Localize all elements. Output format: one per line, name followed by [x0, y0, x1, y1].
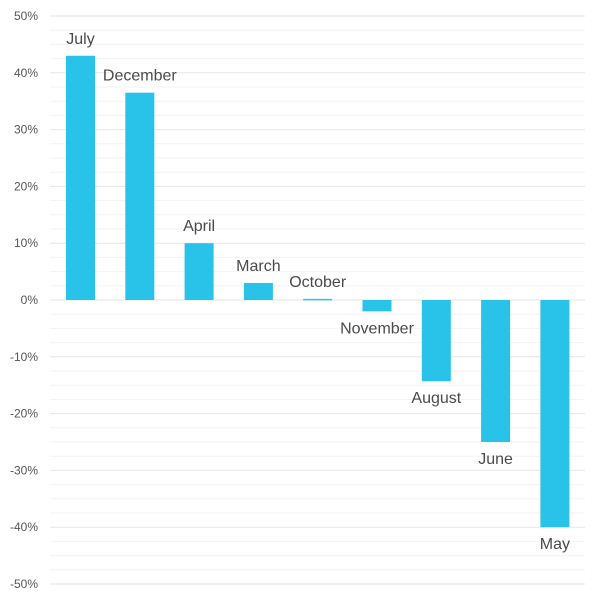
y-tick-label: 0% [21, 293, 39, 307]
bar-march [243, 282, 273, 300]
y-tick-label: 50% [14, 9, 38, 23]
bar-label-november: November [340, 320, 414, 337]
bar-october [303, 298, 333, 301]
bar-label-may: May [540, 536, 570, 553]
y-tick-label: 10% [14, 236, 38, 250]
y-tick-label: -40% [10, 520, 38, 534]
y-tick-label: -50% [10, 577, 38, 591]
bar-label-march: March [236, 258, 280, 275]
bar-november [362, 300, 392, 312]
bar-label-august: August [411, 390, 461, 407]
bar-june [481, 300, 511, 442]
bar-label-april: April [183, 218, 215, 235]
bar-may [540, 300, 570, 528]
bars [66, 55, 570, 528]
bar-label-july: July [66, 31, 94, 48]
y-tick-label: 40% [14, 66, 38, 80]
bar-december [125, 92, 155, 301]
bar-july [66, 55, 95, 301]
y-tick-label: -20% [10, 407, 38, 421]
y-tick-label: 20% [14, 179, 38, 193]
bar-august [421, 300, 451, 382]
y-axis-ticks: 50% 40% 30% 20% 10% 0% -10% -20% -30% -40% -50% [10, 9, 38, 591]
bar-label-december: December [103, 68, 177, 85]
bar-april [184, 243, 214, 300]
y-tick-label: -10% [10, 350, 38, 364]
bar-labels: July December April March October November Aug… [66, 31, 570, 553]
y-tick-label: 30% [14, 123, 38, 137]
y-tick-label: -30% [10, 463, 38, 477]
bar-label-october: October [289, 274, 347, 291]
bar-label-june: June [478, 451, 513, 468]
